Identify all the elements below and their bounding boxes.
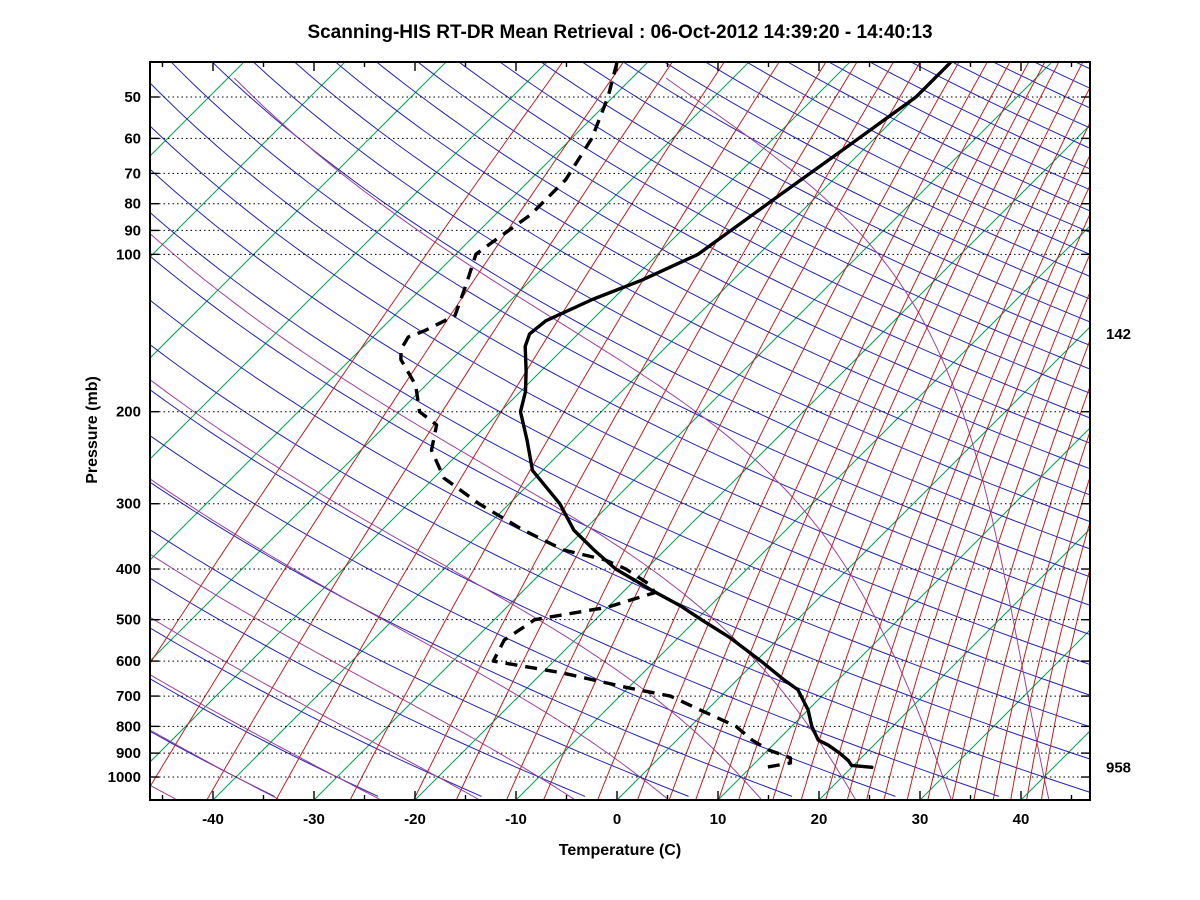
svg-text:100: 100 <box>116 246 141 263</box>
annotation-958: 958 <box>1106 759 1131 776</box>
tick-labels: -40 -30 -20 -10 0 10 20 30 40 50 60 70 80 90 100 200 300… <box>108 89 1131 828</box>
plot-frame <box>149 61 1091 801</box>
svg-text:0: 0 <box>613 811 621 828</box>
svg-text:10: 10 <box>710 811 727 828</box>
svg-text:-30: -30 <box>303 811 325 828</box>
svg-text:40: 40 <box>1013 811 1030 828</box>
svg-text:300: 300 <box>116 496 141 513</box>
svg-text:200: 200 <box>116 404 141 421</box>
chart-title: Scanning-HIS RT-DR Mean Retrieval : 06-O… <box>307 22 933 43</box>
annotation-142: 142 <box>1106 326 1131 343</box>
svg-text:-10: -10 <box>505 811 527 828</box>
x-axis-title: Temperature (C) <box>558 842 682 859</box>
svg-text:400: 400 <box>116 561 141 578</box>
skewt-background <box>150 62 1090 800</box>
svg-text:700: 700 <box>116 688 141 705</box>
svg-text:20: 20 <box>811 811 828 828</box>
svg-text:50: 50 <box>124 89 141 106</box>
svg-text:1000: 1000 <box>108 769 141 786</box>
pressure-gridlines <box>150 96 1090 778</box>
profile-temperature <box>518 62 952 769</box>
svg-text:600: 600 <box>116 653 141 670</box>
moist-adiabat-lines <box>150 77 1050 800</box>
svg-text:80: 80 <box>124 196 141 213</box>
svg-text:70: 70 <box>124 165 141 182</box>
svg-text:800: 800 <box>116 718 141 735</box>
mixing-ratio-lines <box>150 62 1090 800</box>
dry-adiabat-lines <box>150 62 1090 797</box>
axis-ticks <box>150 62 1090 800</box>
svg-text:-20: -20 <box>404 811 426 828</box>
svg-text:900: 900 <box>116 745 141 762</box>
svg-text:-40: -40 <box>202 811 224 828</box>
svg-text:90: 90 <box>124 222 141 239</box>
svg-text:30: 30 <box>912 811 929 828</box>
svg-text:60: 60 <box>124 130 141 147</box>
profile-dew_point <box>399 62 793 769</box>
svg-text:500: 500 <box>116 612 141 629</box>
